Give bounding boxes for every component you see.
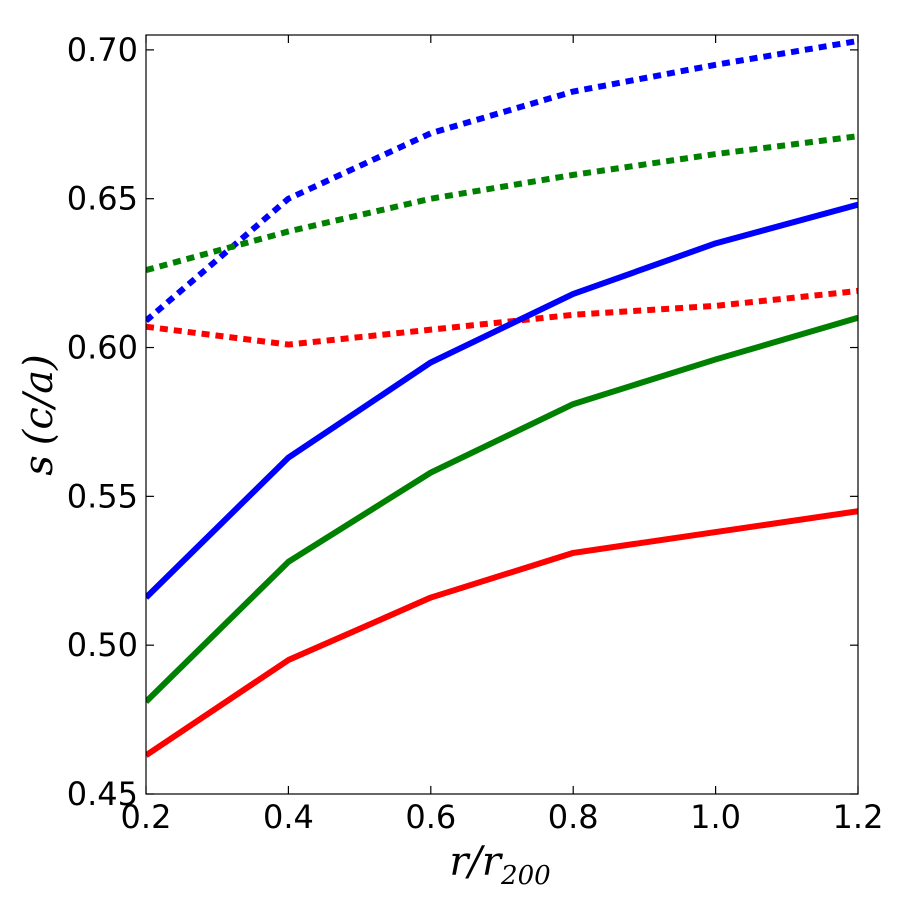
x-axis-label: r/r200 [449, 839, 550, 891]
y-tick-label: 0.50 [67, 626, 138, 664]
series-line-4-solid [146, 314, 858, 704]
y-tick-label: 0.55 [67, 477, 138, 515]
x-tick-label: 1.2 [833, 798, 884, 836]
tick-labels-layer: 0.2 0.4 0.6 0.8 1.0 1.2 0.45 0.50 0.55 0.60 0.65 0.… [67, 31, 884, 836]
series-line-0-dotted [146, 37, 858, 324]
series-line-5-solid [146, 508, 858, 758]
series-line-3-solid [146, 201, 858, 600]
y-tick-label: 0.45 [67, 775, 138, 813]
x-tick-label: 0.4 [263, 798, 314, 836]
series-line-1-dotted [146, 133, 858, 274]
x-axis-label-main: r/r [449, 839, 504, 885]
x-tick-label: 0.8 [548, 798, 599, 836]
y-tick-label: 0.60 [67, 329, 138, 367]
series-line-2-dotted [146, 287, 858, 348]
y-axis-label-rest: (c/a) [16, 354, 62, 445]
series-layer [146, 37, 858, 758]
y-tick-label: 0.65 [67, 180, 138, 218]
x-axis-label-subscript: 200 [500, 861, 551, 891]
y-axis-label-var: s [16, 455, 62, 476]
x-tick-label: 0.6 [405, 798, 456, 836]
y-axis-label: s (c/a) [16, 354, 62, 475]
x-tick-label: 0.2 [121, 798, 172, 836]
y-tick-label: 0.70 [67, 31, 138, 69]
x-tick-label: 1.0 [690, 798, 741, 836]
plot-frame [145, 34, 859, 795]
ticks-layer [145, 35, 859, 795]
